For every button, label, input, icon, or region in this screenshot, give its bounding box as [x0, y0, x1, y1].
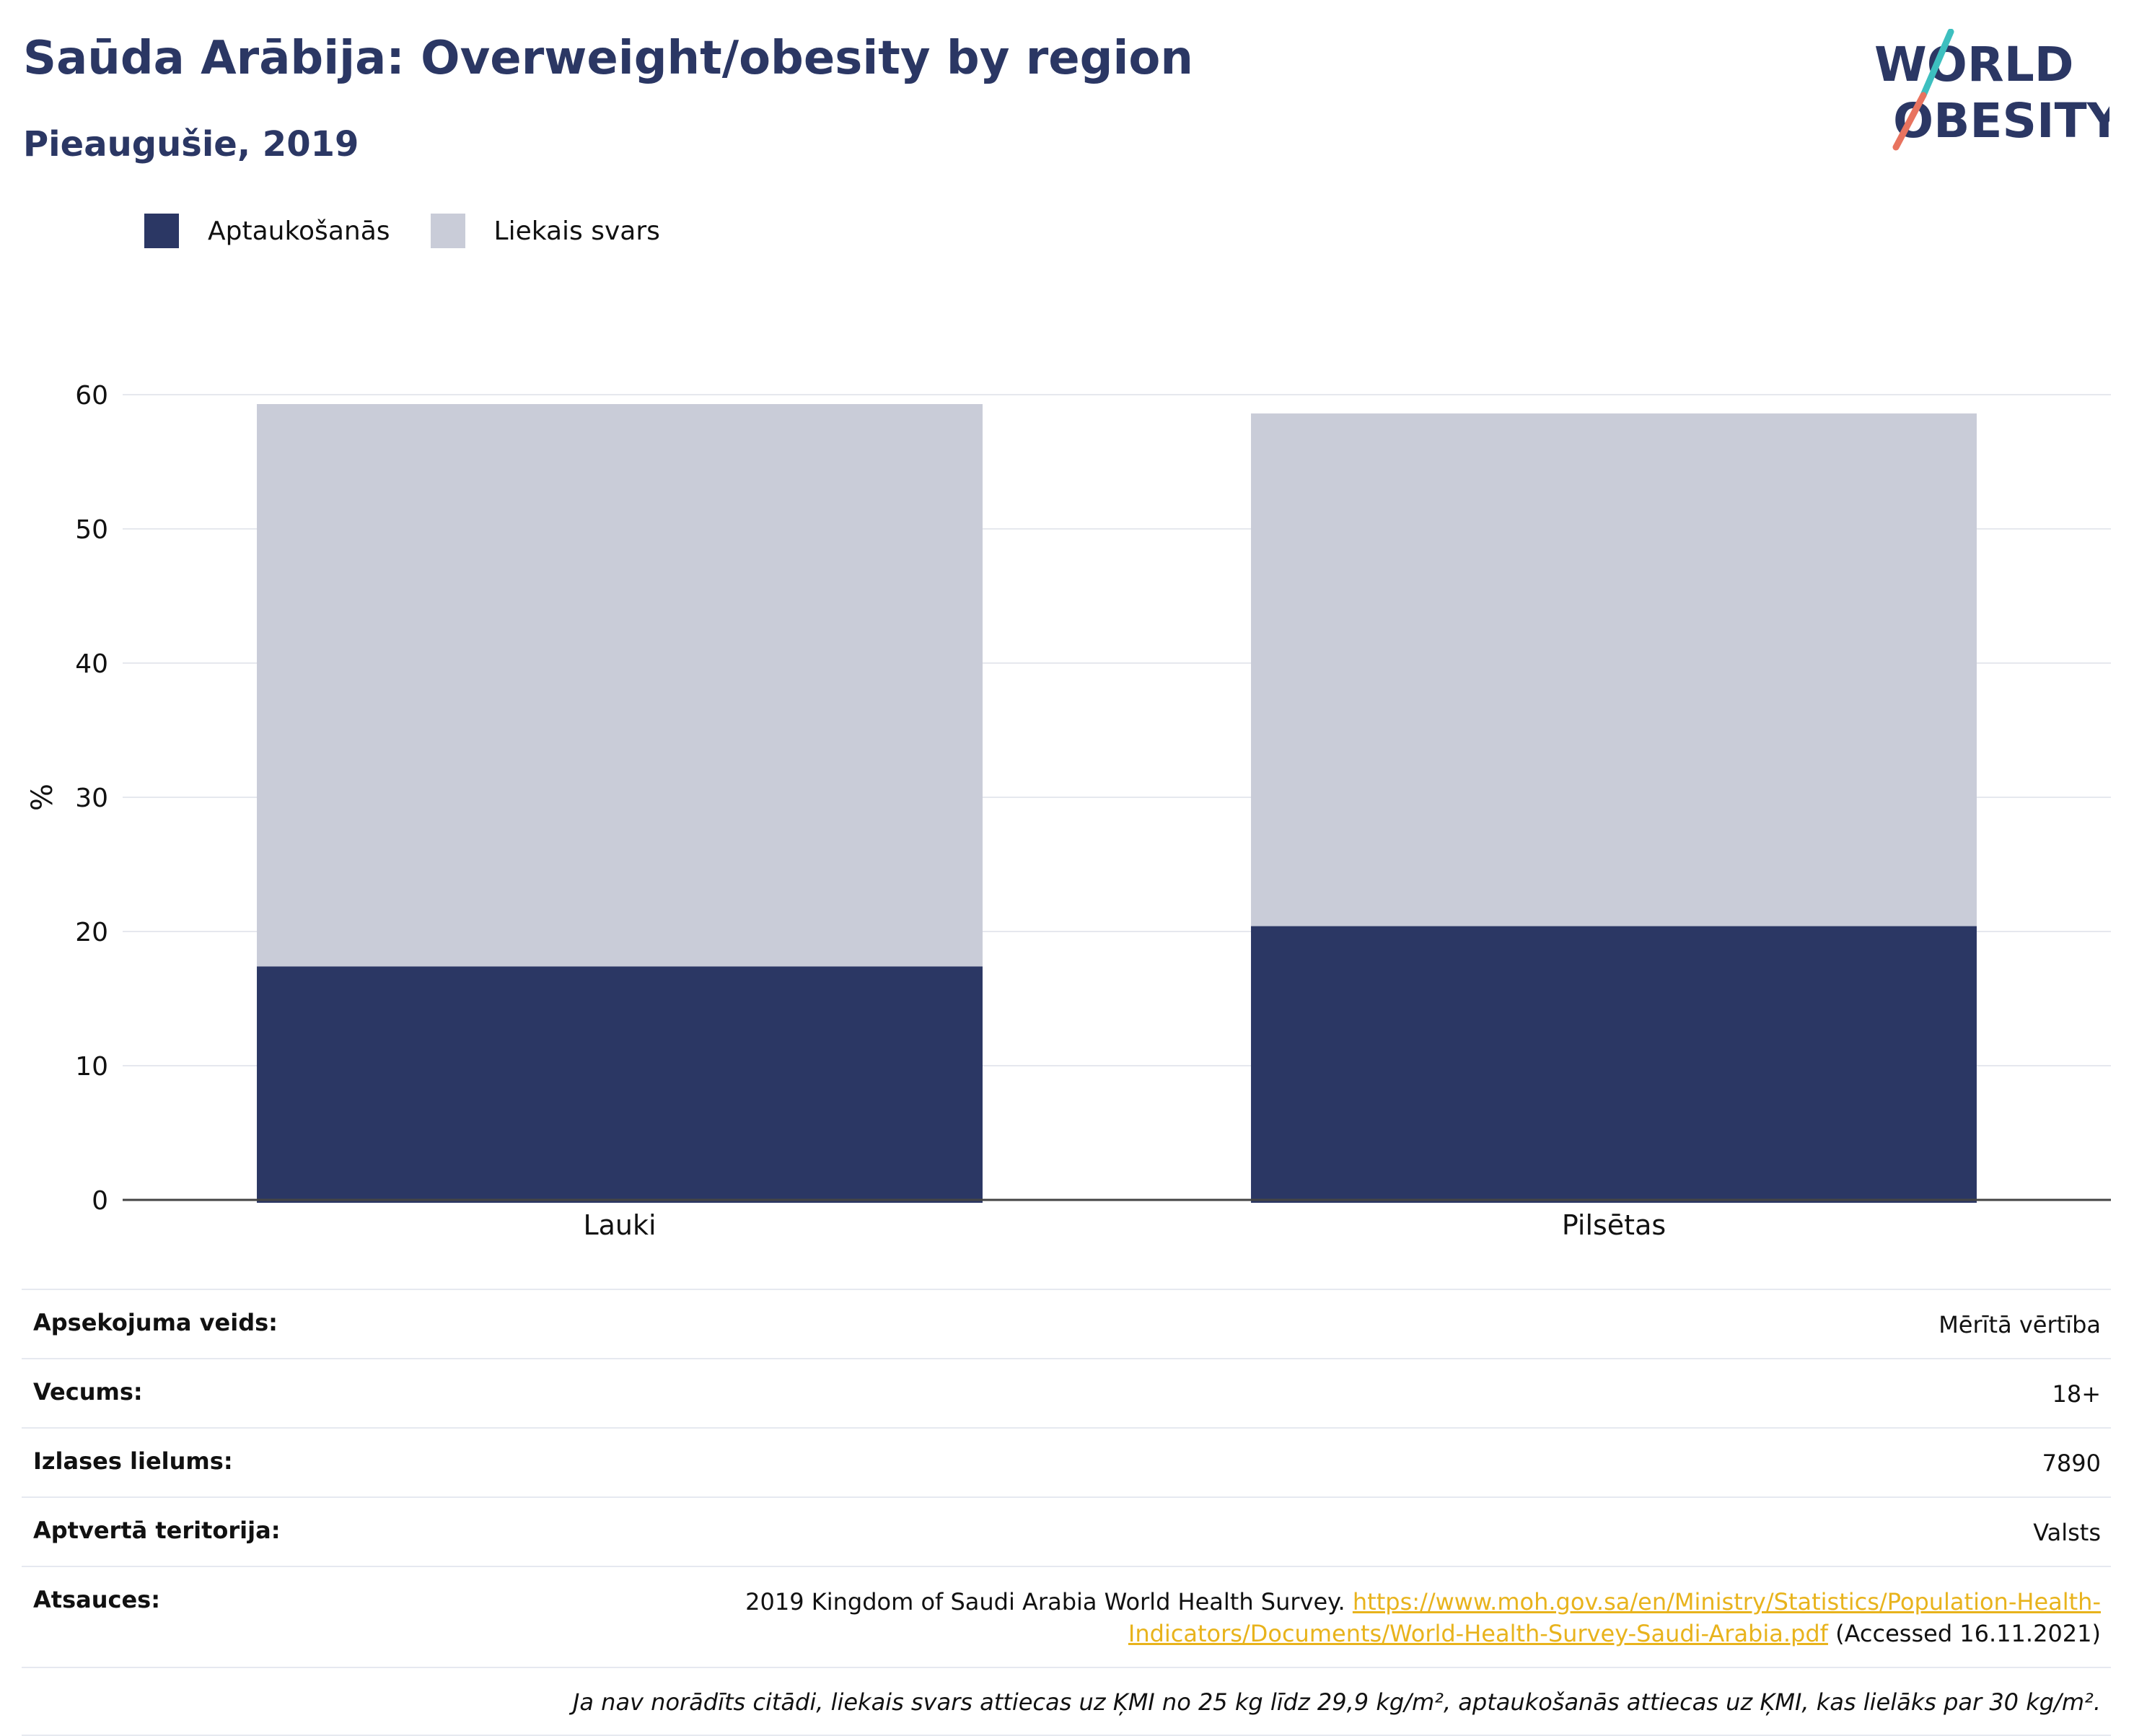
chart-legend: Aptaukošanās Liekais svars: [144, 214, 701, 248]
info-label: Apsekojuma veids:: [33, 1309, 278, 1336]
source-link-line2[interactable]: Indicators/Documents/World-Health-Survey…: [1128, 1620, 1828, 1647]
y-axis-label: %: [26, 784, 59, 811]
info-label: Vecums:: [33, 1378, 143, 1406]
source-link-line1[interactable]: https://www.moh.gov.sa/en/Ministry/Stati…: [1352, 1588, 2101, 1616]
legend-label-obesity: Aptaukošanās: [208, 216, 390, 246]
info-table: Apsekojuma veids: Mērītā vērtība Vecums:…: [22, 1289, 2111, 1736]
info-row-coverage: Aptvertā teritorija: Valsts: [22, 1496, 2111, 1566]
y-tick-label: 40: [75, 649, 108, 679]
info-row-survey-type: Apsekojuma veids: Mērītā vērtība: [22, 1289, 2111, 1358]
info-value: Mērītā vērtība: [1938, 1311, 2101, 1338]
legend-item-overweight: Liekais svars: [430, 214, 660, 248]
x-tick-label: Pilsētas: [1562, 1209, 1666, 1241]
bar-obesity-lauki: [257, 966, 983, 1203]
y-tick-label: 10: [75, 1052, 108, 1082]
legend-swatch-obesity: [144, 214, 179, 248]
y-tick-label: 20: [75, 918, 108, 947]
bar-overweight-pilsetas: [1251, 413, 1977, 926]
y-tick-label: 50: [75, 515, 108, 545]
world-obesity-logo: WORLD OBESITY: [1874, 29, 2109, 151]
info-row-sample-size: Izlases lielums: 7890: [22, 1427, 2111, 1496]
info-label: Atsauces:: [33, 1586, 160, 1613]
x-tick-label: Lauki: [583, 1209, 656, 1241]
chart-subtitle: Pieaugušie, 2019: [23, 124, 359, 165]
y-tick-label: 30: [75, 784, 108, 813]
y-tick-label: 60: [75, 381, 108, 411]
info-value: 7890: [2042, 1450, 2101, 1477]
info-value: Valsts: [2033, 1519, 2101, 1546]
bmi-footnote: Ja nav norādīts citādi, liekais svars at…: [22, 1667, 2111, 1736]
bar-obesity-pilsetas: [1251, 926, 1977, 1203]
info-value: 18+: [2052, 1380, 2101, 1408]
bar-overweight-lauki: [257, 404, 983, 967]
info-row-source: Atsauces: 2019 Kingdom of Saudi Arabia W…: [22, 1566, 2111, 1667]
chart-title: Saūda Arābija: Overweight/obesity by reg…: [23, 32, 1193, 85]
legend-item-obesity: Aptaukošanās: [144, 214, 390, 248]
legend-swatch-overweight: [430, 214, 465, 248]
source-accessed: (Accessed 16.11.2021): [1835, 1620, 2101, 1647]
info-value-source: 2019 Kingdom of Saudi Arabia World Healt…: [745, 1586, 2101, 1649]
source-text: 2019 Kingdom of Saudi Arabia World Healt…: [745, 1588, 1345, 1616]
legend-label-overweight: Liekais svars: [493, 216, 660, 246]
info-row-age: Vecums: 18+: [22, 1358, 2111, 1427]
y-tick-label: 0: [92, 1186, 108, 1216]
svg-text:OBESITY: OBESITY: [1893, 93, 2109, 149]
info-label: Izlases lielums:: [33, 1447, 233, 1475]
svg-text:WORLD: WORLD: [1874, 37, 2074, 92]
bar-chart: 0 10 20 30 40 50 60% Lauki Pilsētas: [26, 381, 2111, 1241]
info-label: Aptvertā teritorija:: [33, 1517, 281, 1544]
